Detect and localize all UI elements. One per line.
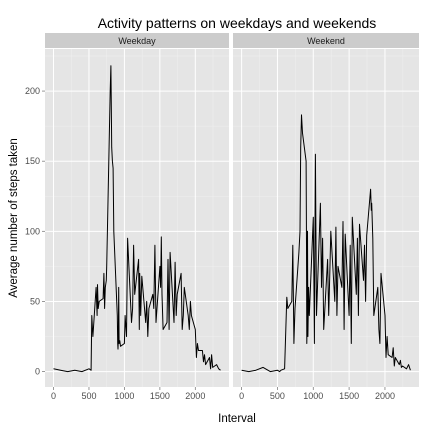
x-tick-label-weekend: 2000	[375, 391, 395, 401]
x-tick-label-weekend: 1000	[303, 391, 323, 401]
x-tick-label-weekday: 2000	[185, 391, 205, 401]
strip-label-weekend: Weekend	[307, 36, 345, 46]
x-tick-label-weekday: 1000	[114, 391, 134, 401]
y-tick-label: 200	[25, 86, 40, 96]
x-tick-label-weekend: 0	[239, 391, 244, 401]
axis-tick-labels: 0 500 1000 1500 2000 0 500 1000 1500 2000 0 50 100 15…	[25, 86, 395, 401]
x-axis-title: Interval	[218, 413, 256, 425]
chart-title: Activity patterns on weekdays and weeken…	[98, 15, 377, 31]
panel-background-weekend	[233, 49, 419, 387]
y-tick-label: 150	[25, 156, 40, 166]
series-line-weekday	[53, 65, 221, 373]
y-tick-label: 0	[35, 367, 40, 377]
x-tick-label-weekday: 500	[81, 391, 96, 401]
strip-label-weekday: Weekday	[118, 36, 156, 46]
strip-background-weekday	[45, 33, 229, 48]
x-tick-label-weekend: 500	[270, 391, 285, 401]
panel-weekend: Weekend	[233, 33, 419, 387]
panel-background-weekday	[45, 49, 229, 387]
series-line-weekend	[241, 114, 411, 373]
y-tick-label: 50	[30, 296, 40, 306]
x-tick-label-weekday: 1500	[150, 391, 170, 401]
y-axis-title: Average number of steps taken	[8, 138, 20, 298]
y-tick-label: 100	[25, 226, 40, 236]
x-tick-label-weekend: 1500	[339, 391, 359, 401]
panel-weekday: Weekday	[45, 33, 229, 387]
x-tick-label-weekday: 0	[51, 391, 56, 401]
strip-background-weekend	[233, 33, 419, 48]
